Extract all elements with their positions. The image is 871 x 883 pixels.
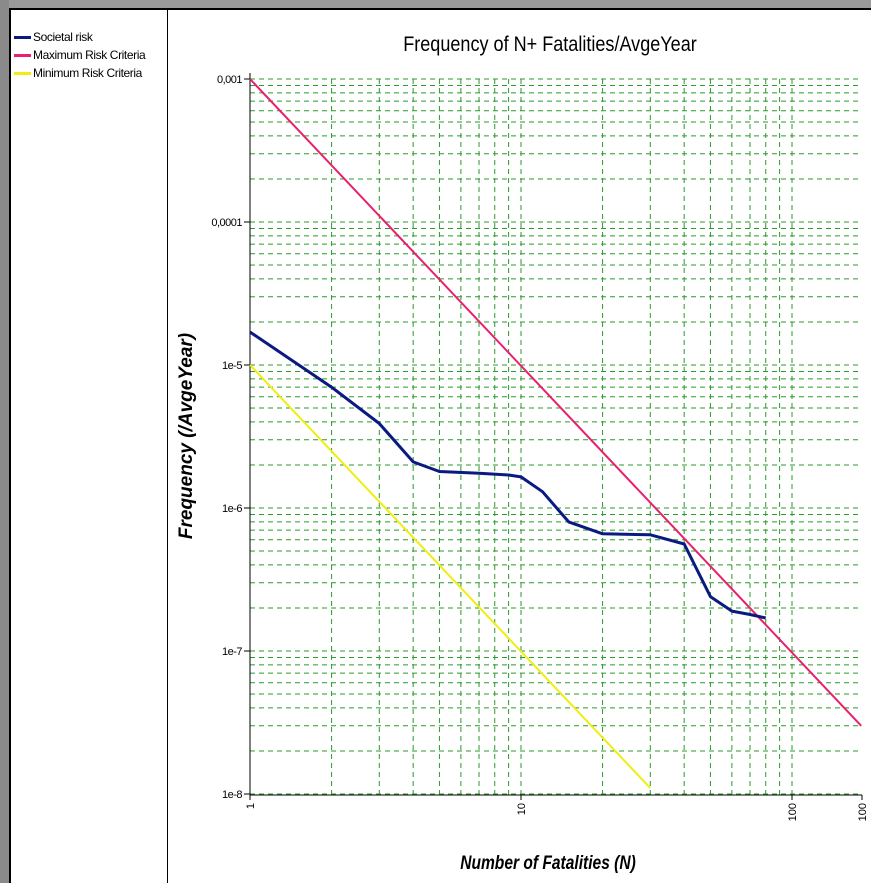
legend-label: Societal risk	[33, 30, 93, 44]
legend-label: Maximum Risk Criteria	[33, 48, 146, 62]
plot-area	[250, 79, 862, 795]
x-axis-label: Number of Fatalities (N)	[460, 852, 636, 874]
legend-item-minimum-risk: Minimum Risk Criteria	[14, 66, 142, 80]
legend-swatch	[14, 53, 31, 57]
legend-panel: Societal risk Maximum Risk Criteria Mini…	[11, 10, 168, 883]
legend-item-maximum-risk: Maximum Risk Criteria	[14, 48, 146, 62]
y-tick-label: 0,001	[217, 74, 242, 86]
legend-item-societal-risk: Societal risk	[14, 30, 93, 44]
series	[249, 78, 862, 789]
x-tick-label: 10	[516, 803, 528, 815]
y-tick-label: 0,0001	[211, 217, 242, 229]
y-tick-label: 1e-5	[222, 360, 242, 372]
y-axis-label: Frequency (/AvgeYear)	[176, 333, 197, 539]
x-tick-label: 100	[787, 803, 799, 821]
y-tick-label: 1e-7	[222, 646, 242, 658]
frame-border-left	[9, 8, 11, 883]
frame-border-top	[9, 8, 871, 10]
axes: 0,001 0,0001 1e-5 1e-6 1e-7 1e-81 10 100 100	[211, 73, 869, 821]
window-frame-top	[0, 0, 871, 8]
series-line-minimum-risk-criteria	[249, 364, 652, 789]
legend-swatch	[14, 71, 31, 75]
series-line-societal-risk	[249, 330, 767, 620]
x-tick-label: 100	[857, 803, 869, 821]
chart-title: Frequency of N+ Fatalities/AvgeYear	[403, 33, 697, 57]
x-tick-label: 1	[245, 803, 257, 809]
legend-label: Minimum Risk Criteria	[33, 66, 142, 80]
window-frame-left	[0, 0, 9, 883]
y-tick-label: 1e-6	[222, 503, 242, 515]
grid	[249, 78, 862, 795]
legend-swatch	[14, 35, 31, 39]
y-tick-label: 1e-8	[222, 789, 242, 801]
